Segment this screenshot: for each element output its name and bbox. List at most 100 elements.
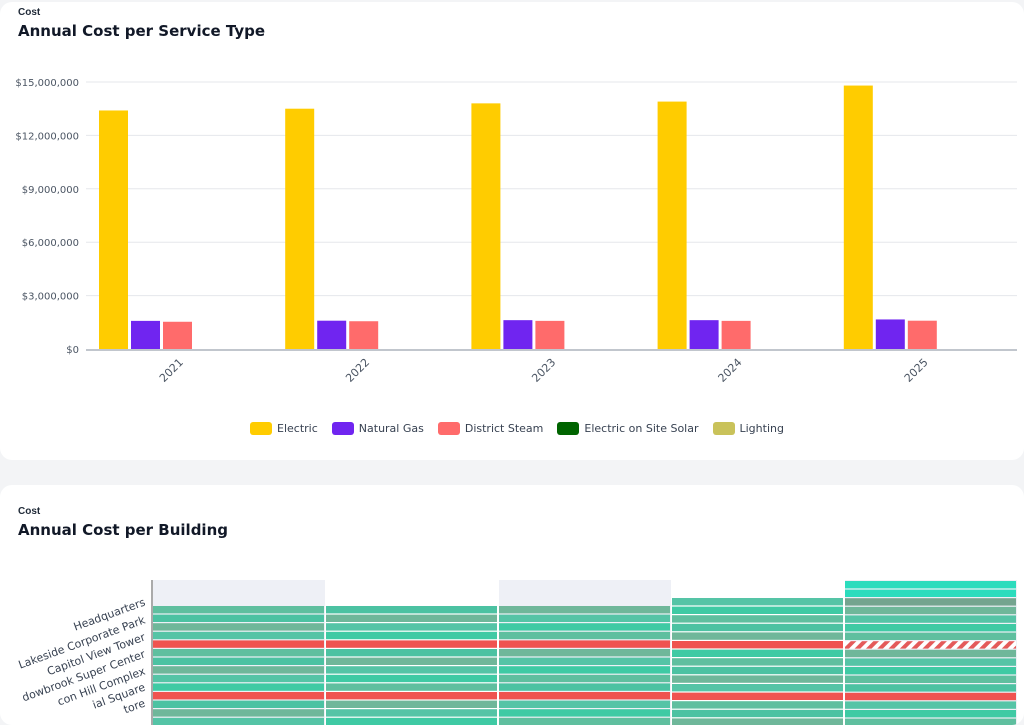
- heatmap-cell: [672, 675, 843, 683]
- heatmap-cell: [153, 649, 324, 657]
- heatmap-cell: [672, 684, 843, 692]
- heatmap-cell: [845, 581, 1016, 589]
- heatmap-cell: [845, 606, 1016, 615]
- heatmap-cell: [153, 674, 324, 683]
- panel-title: Annual Cost per Building: [18, 521, 228, 539]
- heatmap-cell: [326, 606, 497, 614]
- panel-title: Annual Cost per Service Type: [18, 22, 266, 40]
- heatmap-cell: [153, 614, 324, 622]
- y-tick-label: $12,000,000: [15, 131, 79, 142]
- heatmap-cell: [672, 709, 843, 718]
- heatmap-cell: [672, 692, 843, 700]
- legend-label: Natural Gas: [358, 422, 424, 435]
- heatmap-cell: [845, 684, 1016, 692]
- heatmap-cell: [326, 640, 497, 648]
- y-tick-label: $6,000,000: [22, 238, 79, 249]
- heatmap-cell: [153, 657, 324, 665]
- heatmap-cell: [153, 692, 324, 700]
- heatmap-cell: [845, 615, 1016, 623]
- bar-district-steam: [907, 320, 937, 349]
- legend-swatch: [250, 422, 273, 435]
- heatmap-cell: [499, 717, 670, 725]
- x-tick-label: 2021: [157, 356, 186, 385]
- y-tick-label: $3,000,000: [22, 292, 79, 303]
- heatmap-cell: [845, 658, 1016, 666]
- legend-swatch: [712, 422, 735, 435]
- heatmap-cell: [153, 700, 324, 708]
- bar-electric: [99, 110, 128, 349]
- building-cost-panel: Cost Annual Cost per Building Headquarte…: [0, 485, 1024, 725]
- x-tick-label: 2025: [902, 356, 931, 385]
- heatmap-cell: [326, 623, 497, 631]
- bar-electric: [843, 85, 873, 349]
- heatmap-cell: [499, 709, 670, 717]
- heatmap-cell: [499, 683, 670, 691]
- bar-district-steam: [535, 320, 565, 349]
- heatmap-cell: [326, 649, 497, 657]
- x-tick-label: 2023: [529, 356, 558, 385]
- heatmap-cell: [499, 631, 670, 640]
- heatmap-cell: [845, 649, 1016, 658]
- x-tick-label: 2022: [343, 356, 372, 385]
- heatmap-cell: [326, 631, 497, 640]
- bar-natural-gas: [131, 320, 160, 349]
- y-tick-label: $15,000,000: [15, 78, 79, 89]
- heatmap-cell: [326, 657, 497, 665]
- heatmap-cell: [153, 640, 324, 648]
- heatmap-cell: [326, 683, 497, 691]
- heatmap-cell: [845, 718, 1016, 725]
- y-tick-label: $9,000,000: [22, 185, 79, 196]
- legend-item[interactable]: Electric on Site Solar: [557, 422, 699, 435]
- heatmap-cell: [326, 692, 497, 700]
- heatmap-cell: [153, 666, 324, 674]
- bar-district-steam: [721, 320, 751, 349]
- heatmap-cell: [153, 709, 324, 717]
- heatmap-cell: [845, 589, 1016, 597]
- heatmap-cell: [499, 692, 670, 700]
- bar-natural-gas: [689, 320, 719, 349]
- y-tick-label: $0: [66, 345, 79, 356]
- heatmap-cell: [672, 666, 843, 675]
- heatmap-cell: [326, 614, 497, 622]
- heatmap-cell: [672, 641, 843, 649]
- heatmap-cell: [672, 615, 843, 623]
- legend-item[interactable]: District Steam: [437, 422, 544, 435]
- heatmap-cell: [499, 674, 670, 683]
- heatmap-cell: [672, 658, 843, 666]
- heatmap-cell: [153, 683, 324, 691]
- legend-swatch: [557, 422, 580, 435]
- heatmap-cell: [499, 657, 670, 665]
- heatmap-cell: [845, 641, 1016, 649]
- bar-electric: [657, 101, 687, 349]
- panel-kicker: Cost: [18, 506, 41, 517]
- heatmap-cell: [672, 701, 843, 709]
- heatmap-cell: [153, 606, 324, 614]
- legend-label: Electric on Site Solar: [584, 422, 699, 435]
- heatmap-cell: [845, 632, 1016, 640]
- chart-legend: Electric Natural Gas District Steam Electri…: [0, 422, 1024, 435]
- legend-swatch: [437, 422, 460, 435]
- heatmap-cell: [499, 700, 670, 708]
- heatmap-cell: [326, 666, 497, 674]
- heatmap-cell: [326, 700, 497, 708]
- heatmap-cell: [845, 692, 1016, 701]
- heatmap-cell: [672, 598, 843, 606]
- bar-natural-gas: [317, 320, 347, 349]
- legend-label: Lighting: [739, 422, 784, 435]
- legend-item[interactable]: Lighting: [712, 422, 784, 435]
- heatmap-cell: [326, 717, 497, 725]
- legend-label: District Steam: [464, 422, 544, 435]
- bar-electric: [285, 108, 315, 349]
- legend-item[interactable]: Natural Gas: [331, 422, 424, 435]
- heatmap-cell: [845, 598, 1016, 606]
- service-type-cost-panel: Cost Annual Cost per Service Type $0 $3,0…: [0, 2, 1024, 460]
- bar-natural-gas: [503, 320, 533, 349]
- heatmap-cell: [845, 624, 1016, 632]
- service-type-bar-chart: $0 $3,000,000 $6,000,000 $9,000,000 $12,000,…: [15, 78, 1017, 385]
- heatmap-cell: [153, 623, 324, 631]
- heatmap-cell: [672, 649, 843, 657]
- heatmap-cell: [499, 614, 670, 622]
- legend-item[interactable]: Electric: [250, 422, 318, 435]
- heatmap-cell: [672, 623, 843, 632]
- legend-swatch: [331, 422, 354, 435]
